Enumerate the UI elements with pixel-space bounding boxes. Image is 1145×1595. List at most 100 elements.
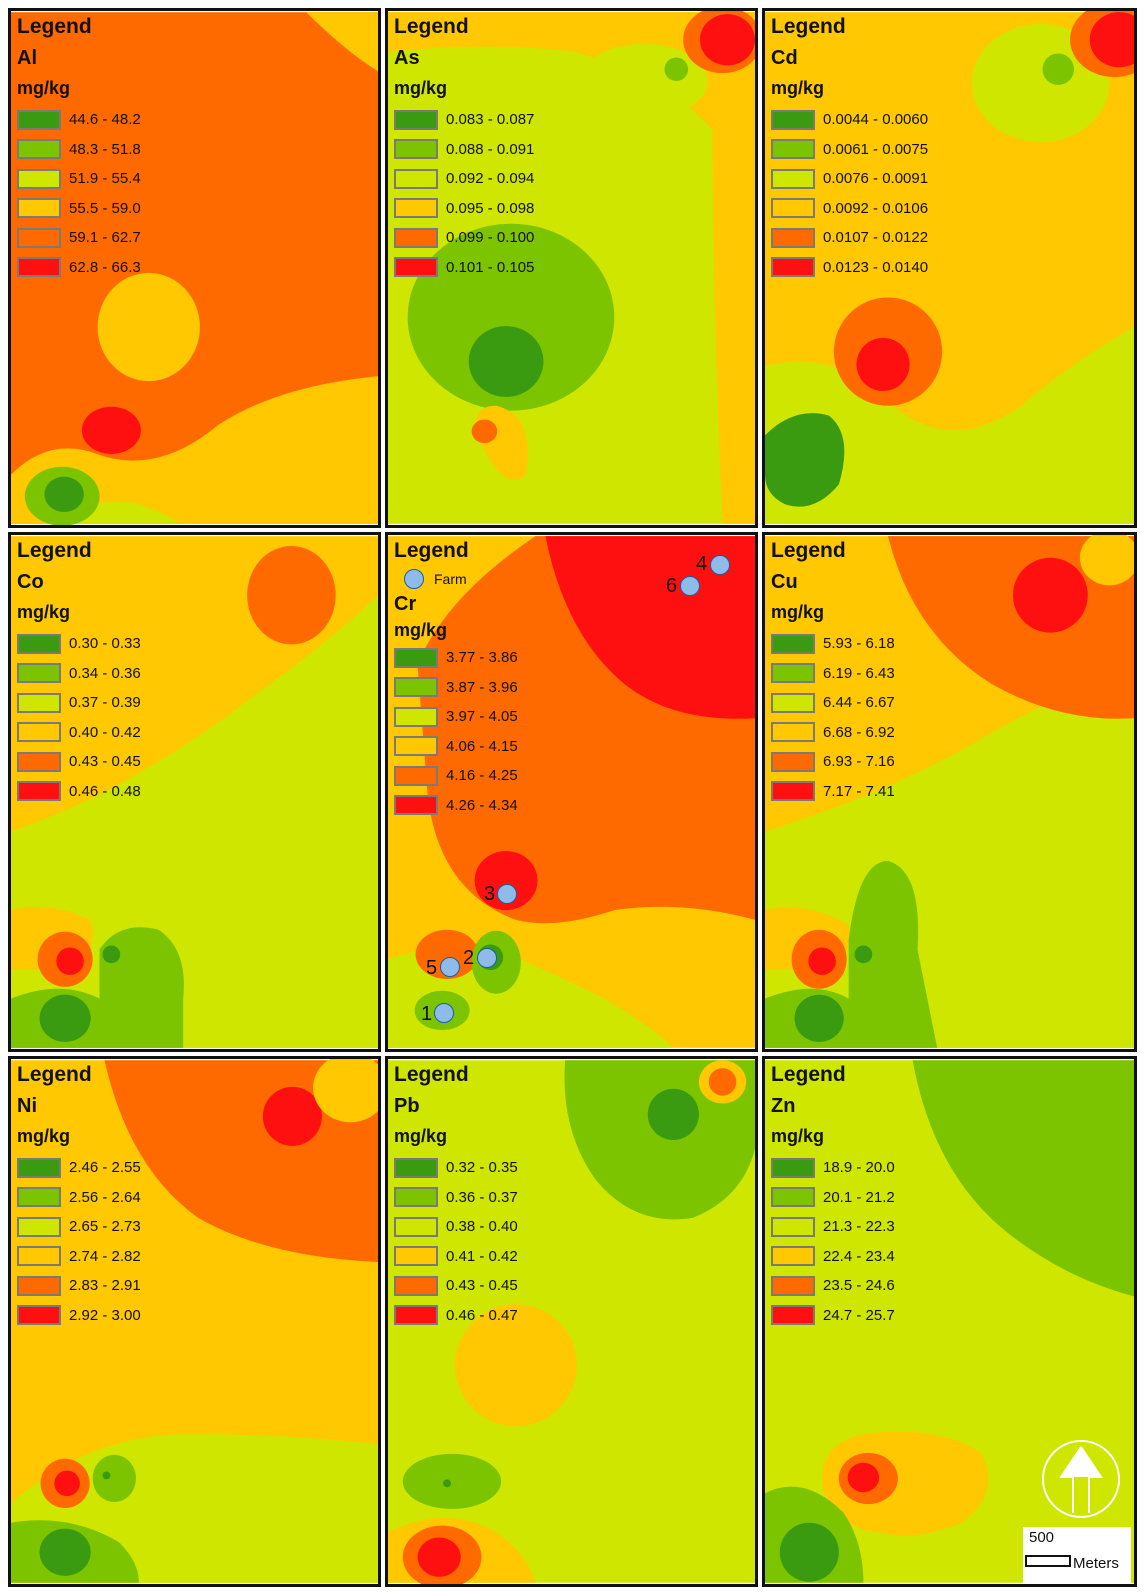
swatch	[771, 168, 815, 189]
swatch	[771, 1305, 815, 1326]
legend-range: 22.4 - 23.4	[823, 1247, 895, 1265]
unit-label: mg/kg	[394, 78, 448, 98]
scale-unit: Meters	[1073, 1555, 1119, 1572]
legend-range: 0.0044 - 0.0060	[823, 111, 929, 129]
element-label: As	[394, 47, 420, 69]
scale-bar-box	[1025, 1555, 1071, 1567]
legend-range: 24.7 - 25.7	[823, 1306, 895, 1324]
swatch	[17, 227, 61, 248]
swatch	[17, 198, 61, 219]
legend-range: 0.088 - 0.091	[446, 140, 535, 158]
legend-row: 0.38 - 0.40	[394, 1212, 518, 1242]
legend-row: 55.5 - 59.0	[17, 194, 141, 224]
legend-row: 0.092 - 0.094	[394, 164, 534, 194]
swatch	[17, 109, 61, 130]
swatch	[17, 722, 61, 743]
legend-row: 59.1 - 62.7	[17, 223, 141, 253]
legend-range: 2.83 - 2.91	[69, 1277, 141, 1295]
legend-range: 0.083 - 0.087	[446, 111, 535, 129]
farm-site-4[interactable]	[710, 555, 730, 575]
legend-row: 2.92 - 3.00	[17, 1301, 141, 1331]
swatch	[771, 227, 815, 248]
swatch	[17, 1275, 61, 1296]
legend-cd: Legend Cd mg/kg 0.0044 - 0.0060 0.0061 -…	[771, 15, 928, 282]
unit-label: mg/kg	[17, 78, 71, 98]
al-map	[11, 12, 378, 525]
legend-cu: Legend Cu mg/kg 5.93 - 6.18 6.19 - 6.43 …	[771, 539, 895, 806]
swatch	[17, 1216, 61, 1237]
legend-range: 0.0061 - 0.0075	[823, 140, 929, 158]
swatch	[394, 1187, 438, 1208]
swatch	[394, 1305, 438, 1326]
farm-site-3[interactable]	[497, 884, 517, 904]
legend-range: 6.93 - 7.16	[823, 753, 895, 771]
legend-range: 0.099 - 0.100	[446, 229, 535, 247]
farm-site-6[interactable]	[680, 576, 700, 596]
swatch	[17, 257, 61, 278]
legend-range: 0.092 - 0.094	[446, 170, 535, 188]
legend-as: Legend As mg/kg 0.083 - 0.087 0.088 - 0.…	[394, 15, 534, 282]
scale-bar: 500 Meters	[1023, 1527, 1131, 1583]
legend-row: 3.87 - 3.96	[394, 673, 518, 703]
swatch	[771, 663, 815, 684]
swatch	[17, 692, 61, 713]
farm-site-2[interactable]	[477, 948, 497, 968]
site-number: 6	[666, 575, 678, 597]
legend-row: 6.44 - 6.67	[771, 688, 895, 718]
legend-range: 59.1 - 62.7	[69, 229, 141, 247]
legend-row: 4.26 - 4.34	[394, 791, 518, 821]
legend-title: Legend	[17, 539, 92, 562]
swatch	[394, 227, 438, 248]
swatch	[771, 109, 815, 130]
legend-row: 2.83 - 2.91	[17, 1271, 141, 1301]
as-map	[388, 11, 755, 524]
legend-range: 0.0092 - 0.0106	[823, 199, 929, 217]
swatch	[771, 692, 815, 713]
swatch	[394, 168, 438, 189]
ni-map	[11, 1059, 378, 1583]
legend-title: Legend	[394, 539, 469, 562]
swatch	[17, 168, 61, 189]
swatch	[771, 198, 815, 219]
legend-range: 2.56 - 2.64	[69, 1188, 141, 1206]
swatch	[771, 1187, 815, 1208]
legend-row: 5.93 - 6.18	[771, 629, 895, 659]
site-number: 1	[421, 1003, 433, 1025]
map-panel-as: Legend As mg/kg 0.083 - 0.087 0.088 - 0.…	[385, 8, 758, 528]
swatch	[771, 1216, 815, 1237]
legend-row: 20.1 - 21.2	[771, 1183, 895, 1213]
swatch	[771, 781, 815, 802]
swatch	[17, 751, 61, 772]
farm-symbol-icon	[404, 569, 424, 589]
farm-site-5[interactable]	[440, 957, 460, 977]
legend-range: 0.0076 - 0.0091	[823, 170, 929, 188]
legend-row: 0.43 - 0.45	[17, 747, 141, 777]
legend-range: 0.30 - 0.33	[69, 635, 141, 653]
co-map	[11, 536, 378, 1048]
scale-value: 500	[1029, 1529, 1055, 1546]
legend-range: 4.26 - 4.34	[446, 796, 518, 814]
swatch	[771, 257, 815, 278]
legend-row: 6.19 - 6.43	[771, 659, 895, 689]
north-arrow-icon	[1042, 1440, 1120, 1518]
legend-row: 62.8 - 66.3	[17, 253, 141, 283]
legend-title: Legend	[394, 15, 469, 38]
legend-range: 0.0123 - 0.0140	[823, 258, 929, 276]
legend-range: 55.5 - 59.0	[69, 199, 141, 217]
legend-row: 0.0123 - 0.0140	[771, 253, 928, 283]
legend-range: 2.65 - 2.73	[69, 1218, 141, 1236]
legend-row: 18.9 - 20.0	[771, 1153, 895, 1183]
swatch	[394, 109, 438, 130]
zn-map	[765, 1060, 1134, 1583]
legend-row: 2.65 - 2.73	[17, 1212, 141, 1242]
legend-row: 0.101 - 0.105	[394, 253, 534, 283]
unit-label: mg/kg	[771, 78, 825, 98]
farm-site-1[interactable]	[434, 1003, 454, 1023]
map-panel-ni: Legend Ni mg/kg 2.46 - 2.55 2.56 - 2.64 …	[8, 1056, 381, 1587]
legend-range: 5.93 - 6.18	[823, 635, 895, 653]
legend-row: 0.088 - 0.091	[394, 135, 534, 165]
legend-row: 0.0076 - 0.0091	[771, 164, 928, 194]
swatch	[394, 765, 438, 786]
swatch	[394, 677, 438, 698]
element-label: Cd	[771, 47, 798, 69]
